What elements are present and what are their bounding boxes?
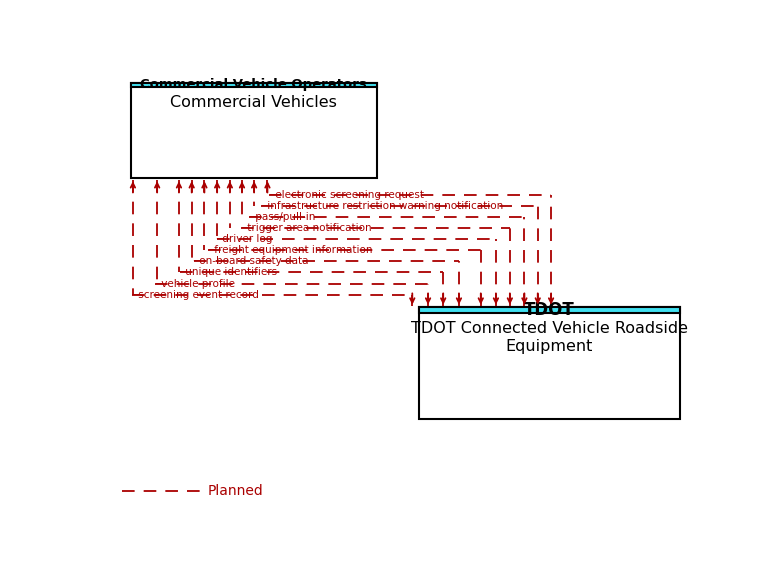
Text: TDOT Connected Vehicle Roadside
Equipment: TDOT Connected Vehicle Roadside Equipmen… (411, 321, 687, 354)
Text: ─freight equipment information: ─freight equipment information (208, 245, 372, 255)
Text: ─on-board safety data: ─on-board safety data (193, 256, 309, 266)
Text: ─unique identifiers: ─unique identifiers (180, 267, 278, 277)
Text: ─electronic screening request: ─electronic screening request (269, 190, 424, 200)
Bar (419, 307, 680, 418)
Text: Commercial Vehicle Operators: Commercial Vehicle Operators (141, 79, 368, 91)
Text: ─infrastructure restriction warning notification: ─infrastructure restriction warning noti… (261, 201, 504, 210)
Text: ─pass/pull-in: ─pass/pull-in (249, 212, 316, 222)
Text: ─vehicle profile: ─vehicle profile (155, 279, 235, 289)
Bar (419, 307, 680, 313)
Bar (131, 83, 377, 87)
Text: ─driver log: ─driver log (217, 234, 273, 244)
Text: ─screening event record: ─screening event record (131, 290, 259, 300)
Bar (131, 83, 377, 179)
Text: ─trigger area notification: ─trigger area notification (242, 223, 372, 233)
Text: TDOT: TDOT (524, 301, 575, 320)
Text: Commercial Vehicles: Commercial Vehicles (170, 95, 337, 110)
Text: Planned: Planned (208, 484, 264, 498)
